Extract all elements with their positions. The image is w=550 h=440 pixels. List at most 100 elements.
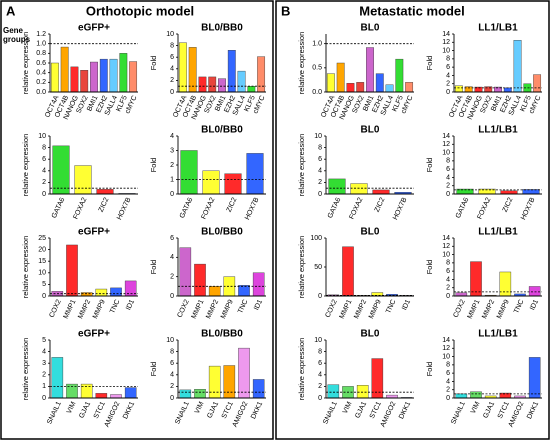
bar bbox=[454, 85, 463, 93]
y-tick-label: 2 bbox=[446, 183, 450, 190]
y-tick-label: 3 bbox=[42, 360, 46, 367]
x-tick-label: AMIGO2 bbox=[232, 401, 250, 429]
bar bbox=[356, 82, 365, 93]
x-tick-label: ID1 bbox=[125, 299, 136, 312]
bar bbox=[528, 357, 541, 399]
bar bbox=[238, 347, 250, 399]
y-tick-label: 10 bbox=[166, 337, 174, 344]
y-tick-label: 25 bbox=[38, 235, 46, 242]
y-tick-label: 2 bbox=[446, 387, 450, 394]
y-tick-label: 4 bbox=[42, 348, 46, 355]
y-tick-label: 6 bbox=[318, 156, 322, 163]
y-tick-label: 0 bbox=[318, 191, 322, 198]
bar bbox=[346, 83, 355, 93]
y-axis-label: Fold bbox=[425, 56, 434, 71]
y-tick-label: 12 bbox=[442, 243, 450, 250]
y-tick-label: 4 bbox=[170, 254, 174, 261]
x-tick-label: FOXA2 bbox=[200, 197, 216, 221]
x-tick-label: HOX7B bbox=[520, 196, 537, 221]
x-tick-label: MMP9 bbox=[220, 299, 235, 320]
x-tick-label: HOX7B bbox=[244, 196, 261, 221]
y-tick-label: 8 bbox=[446, 158, 450, 165]
bar bbox=[188, 47, 197, 93]
y-tick-label: 10 bbox=[442, 251, 450, 258]
y-tick-label: 8 bbox=[170, 348, 174, 355]
chart-title: eGFP+ bbox=[78, 227, 110, 238]
bar bbox=[179, 247, 192, 297]
bar bbox=[356, 385, 369, 399]
bar bbox=[464, 86, 473, 93]
x-tick-label: GATA6 bbox=[179, 197, 195, 220]
y-tick-label: 10 bbox=[314, 133, 322, 140]
panel-title: Metastatic model bbox=[359, 3, 464, 18]
bar bbox=[129, 61, 138, 93]
x-tick-label: GJA1 bbox=[482, 401, 496, 420]
y-tick-label: 8 bbox=[446, 56, 450, 63]
chart-title: BL0 bbox=[361, 23, 380, 34]
bar bbox=[499, 271, 512, 297]
bar bbox=[70, 66, 79, 93]
y-tick-label: 8 bbox=[170, 42, 174, 49]
y-tick-label: 10 bbox=[38, 133, 46, 140]
y-tick-label: 14 bbox=[442, 337, 450, 344]
x-tick-label: ID1 bbox=[401, 299, 412, 312]
bar bbox=[66, 244, 78, 297]
y-tick-label: 0 bbox=[446, 89, 450, 96]
y-tick-label: 0.2 bbox=[36, 79, 46, 86]
y-tick-label: 0 bbox=[446, 191, 450, 198]
bar bbox=[513, 40, 522, 93]
x-tick-label: ZIC2 bbox=[226, 197, 239, 214]
y-tick-label: 6 bbox=[446, 166, 450, 173]
y-tick-label: 6 bbox=[446, 370, 450, 377]
bar bbox=[326, 73, 335, 93]
bar bbox=[90, 61, 98, 93]
y-axis-label: Fold bbox=[425, 362, 434, 377]
x-tick-label: FOXA2 bbox=[476, 197, 492, 221]
bar bbox=[528, 286, 541, 297]
y-tick-label: 0 bbox=[170, 191, 174, 198]
y-tick-label: 4 bbox=[446, 72, 450, 79]
bar bbox=[366, 47, 374, 93]
y-tick-label: 100 bbox=[310, 235, 322, 242]
y-tick-label: 0 bbox=[318, 293, 322, 300]
x-tick-label: COX2 bbox=[452, 299, 466, 319]
y-tick-label: 4 bbox=[446, 378, 450, 385]
y-tick-label: 0 bbox=[42, 293, 46, 300]
x-tick-label: AMIGO2 bbox=[104, 401, 122, 429]
chart-title: LL1/LB1 bbox=[478, 125, 518, 136]
y-tick-label: 0.8 bbox=[36, 50, 46, 57]
x-tick-label: MMP9 bbox=[496, 299, 511, 320]
y-tick-label: 10 bbox=[166, 31, 174, 38]
bar bbox=[455, 292, 468, 297]
y-tick-label: 50 bbox=[314, 264, 322, 271]
bar bbox=[470, 391, 482, 399]
chart-title: LL1/LB1 bbox=[478, 329, 518, 340]
y-tick-label: 0 bbox=[42, 395, 46, 402]
y-tick-label: 2 bbox=[318, 383, 322, 390]
x-tick-label: DKK1 bbox=[250, 401, 264, 421]
bar bbox=[500, 190, 518, 195]
y-tick-label: 2 bbox=[170, 383, 174, 390]
bar bbox=[99, 58, 108, 93]
y-tick-label: 2 bbox=[170, 274, 174, 281]
y-axis-label: relative expression bbox=[297, 338, 306, 401]
x-tick-label: MMP9 bbox=[92, 299, 107, 320]
chart-title: BL0/BB0 bbox=[201, 23, 243, 34]
x-tick-label: STC1 bbox=[497, 401, 511, 420]
y-axis-label: relative expression bbox=[21, 134, 30, 197]
y-tick-label: 0 bbox=[318, 395, 322, 402]
y-axis-label: relative expression bbox=[297, 32, 306, 95]
chart-title: eGFP+ bbox=[78, 329, 110, 340]
y-tick-label: 0 bbox=[446, 293, 450, 300]
y-tick-label: 0.6 bbox=[36, 60, 46, 67]
bar bbox=[218, 78, 226, 93]
bar bbox=[375, 73, 384, 93]
x-tick-label: TNC bbox=[109, 299, 121, 315]
y-tick-label: 6 bbox=[446, 64, 450, 71]
bar bbox=[238, 285, 250, 297]
bar bbox=[342, 246, 354, 297]
bar bbox=[194, 263, 206, 297]
chart-title: LL1/LB1 bbox=[478, 227, 518, 238]
y-axis-label: relative expression bbox=[21, 338, 30, 401]
y-tick-label: 2 bbox=[446, 285, 450, 292]
